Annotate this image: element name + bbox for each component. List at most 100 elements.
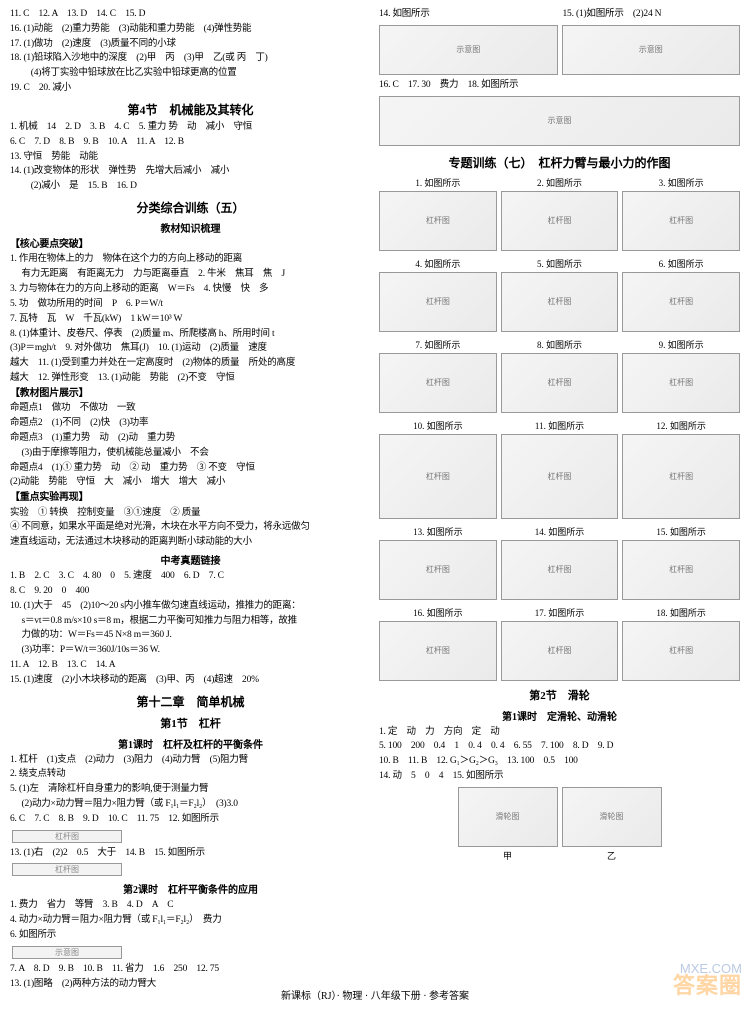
figure-row: 4. 如图所示杠杆图 5. 如图所示杠杆图 6. 如图所示杠杆图 (379, 257, 740, 332)
text-line: 7. A 8. D 9. B 10. B 11. 省力 1.6 250 12. … (10, 963, 371, 976)
text-line: 19. C 20. 减小 (10, 82, 371, 95)
diagram-image: 杠杆图 (12, 863, 122, 876)
text-line: 1. 作用在物体上的力 物体在这个力的方向上移动的距离 (10, 253, 371, 266)
chapter-heading: 专题训练（七） 杠杆力臂与最小力的作图 (379, 154, 740, 171)
figure: 18. 如图所示杠杆图 (622, 606, 740, 681)
page: 11. C 12. A 13. D 14. C 15. D 16. (1)动能 … (0, 0, 750, 970)
diagram-image: 滑轮图 (562, 787, 662, 847)
text-line: 1. 机械 14 2. D 3. B 4. C 5. 重力 势 动 减小 守恒 (10, 121, 371, 134)
diagram-image: 杠杆图 (622, 272, 740, 332)
diagram-image: 杠杆图 (379, 191, 497, 251)
page-footer: 新课标（RJ）· 物理 · 八年级下册 · 参考答案 (0, 987, 750, 1002)
figure-caption: 5. 如图所示 (537, 257, 582, 270)
figure-caption: 1. 如图所示 (415, 176, 460, 189)
text-line: s＝vt＝0.8 m/s×10 s＝8 m，根据二力平衡可知推力与阻力相等，故推 (10, 615, 371, 628)
figure: 7. 如图所示杠杆图 (379, 338, 497, 413)
figure: 5. 如图所示杠杆图 (501, 257, 619, 332)
figure-row: 10. 如图所示杠杆图 11. 如图所示杠杆图 12. 如图所示杠杆图 (379, 419, 740, 519)
diagram-image: 示意图 (12, 946, 122, 959)
sub-heading: 中考真题链接 (10, 552, 371, 567)
figure: 15. 如图所示杠杆图 (622, 525, 740, 600)
diagram-image: 杠杆图 (622, 540, 740, 600)
text-line: 16. C 17. 30 费力 18. 如图所示 (379, 79, 740, 92)
text-line: 10. B 11. B 12. G₁＞G₂＞G₃ 13. 100 0.5 100 (379, 755, 740, 768)
figure-row: 13. 如图所示杠杆图 14. 如图所示杠杆图 15. 如图所示杠杆图 (379, 525, 740, 600)
text-line: 有力无距离 有距离无力 力与距离垂直 2. 牛米 焦耳 焦 J (10, 268, 371, 281)
text-line: 越大 11. (1)受到重力并处在一定高度时 (2)物体的质量 所处的高度 (10, 357, 371, 370)
figure-row: 滑轮图甲 滑轮图乙 (379, 787, 740, 862)
figure: 14. 如图所示杠杆图 (501, 525, 619, 600)
text-line: 13. 守恒 势能 动能 (10, 151, 371, 164)
text-line: 11. A 12. B 13. C 14. A (10, 659, 371, 672)
diagram-image: 杠杆图 (622, 191, 740, 251)
diagram-image: 杠杆图 (379, 434, 497, 519)
chapter-heading: 分类综合训练（五） (10, 199, 371, 216)
text-line: 力做的功：W＝Fs＝45 N×8 m＝360 J. (10, 629, 371, 642)
figure-caption: 14. 如图所示 (535, 525, 585, 538)
text-line: 越大 12. 弹性形变 13. (1)动能 势能 (2)不变 守恒 (10, 372, 371, 385)
figure: 12. 如图所示杠杆图 (622, 419, 740, 519)
left-column: 11. C 12. A 13. D 14. C 15. D 16. (1)动能 … (10, 8, 371, 940)
figure-caption: 18. 如图所示 (656, 606, 706, 619)
text-line: (3)功率：P＝W/t＝360J/10s＝36 W. (10, 644, 371, 657)
diagram-image: 杠杆图 (501, 540, 619, 600)
diagram-image: 示意图 (379, 25, 558, 75)
figure: 9. 如图所示杠杆图 (622, 338, 740, 413)
text-line: 速直线运动，无法通过木块移动的距离判断小球动能的大小 (10, 536, 371, 549)
figure: 示意图 (562, 25, 741, 75)
text-line: 16. (1)动能 (2)重力势能 (3)动能和重力势能 (4)弹性势能 (10, 23, 371, 36)
figure: 滑轮图甲 (458, 787, 558, 862)
text-line: 17. (1)做功 (2)速度 (3)质量不同的小球 (10, 38, 371, 51)
text-line: 6. C 7. D 8. B 9. B 10. A 11. A 12. B (10, 136, 371, 149)
figure: 1. 如图所示杠杆图 (379, 176, 497, 251)
label: 【教材图片展示】 (10, 387, 371, 401)
text-line: 1. 杠杆 (1)支点 (2)动力 (3)阻力 (4)动力臂 (5)阻力臂 (10, 754, 371, 767)
watermark-logo: 答案圈 (673, 968, 742, 1000)
figure-caption: 11. 如图所示 (535, 419, 584, 432)
text-line: 13. (1)右 (2)2 0.5 大于 14. B 15. 如图所示 (10, 847, 371, 860)
right-column: 14. 如图所示 15. (1)如图所示 (2)24 N 示意图 示意图 16.… (379, 8, 740, 940)
text-line: 命题点3 (1)重力势 动 (2)动 重力势 (10, 432, 371, 445)
diagram-image: 杠杆图 (501, 434, 619, 519)
text-line: 5. 100 200 0.4 1 0. 4 0. 4 6. 55 7. 100 … (379, 740, 740, 753)
figure-caption: 13. 如图所示 (413, 525, 463, 538)
text-line: 实验 ① 转换 控制变量 ③①速度 ② 质量 (10, 507, 371, 520)
figure-row: 7. 如图所示杠杆图 8. 如图所示杠杆图 9. 如图所示杠杆图 (379, 338, 740, 413)
figure-caption: 甲 (503, 849, 512, 862)
sub-heading: 第1课时 杠杆及杠杆的平衡条件 (10, 736, 371, 751)
diagram-image: 杠杆图 (379, 353, 497, 413)
diagram-image: 杠杆图 (501, 621, 619, 681)
text-line: 14. (1)改变物体的形状 弹性势 先增大后减小 减小 (10, 165, 371, 178)
figure-row: 示意图 示意图 (379, 25, 740, 75)
label: 【重点实验再现】 (10, 491, 371, 505)
text-line: 11. C 12. A 13. D 14. C 15. D (10, 8, 371, 21)
text-line: 6. 如图所示 (10, 929, 371, 942)
diagram-image: 杠杆图 (501, 353, 619, 413)
text-line: (3)由于摩擦等阻力，使机械能总量减小 不会 (10, 447, 371, 460)
figure: 示意图 (379, 25, 558, 75)
text-line: 5. (1)左 清除杠杆自身重力的影响,便于测量力臂 (10, 783, 371, 796)
figure-caption: 3. 如图所示 (659, 176, 704, 189)
text-line: 15. (1)速度 (2)小木块移动的距离 (3)甲、丙 (4)超速 20% (10, 674, 371, 687)
figure-caption: 2. 如图所示 (537, 176, 582, 189)
text-line: 1. B 2. C 3. C 4. 80 0 5. 速度 400 6. D 7.… (10, 570, 371, 583)
text-line: (4)将丁实验中铅球放在比乙实验中铅球更高的位置 (10, 67, 371, 80)
text-line: 15. (1)如图所示 (2)24 N (563, 8, 741, 21)
figure: 6. 如图所示杠杆图 (622, 257, 740, 332)
text-line: 命题点2 (1)不同 (2)快 (3)功率 (10, 417, 371, 430)
text-line: 2. 绕支点转动 (10, 768, 371, 781)
figure: 3. 如图所示杠杆图 (622, 176, 740, 251)
diagram-image: 杠杆图 (12, 830, 122, 843)
figure-caption: 16. 如图所示 (413, 606, 463, 619)
text-line: (2)减小 是 15. B 16. D (10, 180, 371, 193)
figure-caption: 9. 如图所示 (659, 338, 704, 351)
diagram-image: 杠杆图 (622, 621, 740, 681)
text-line: (2)动能 势能 守恒 大 减小 增大 增大 减小 (10, 476, 371, 489)
text-line: 18. (1)铅球陷入沙地中的深度 (2)甲 丙 (3)甲 乙(或 丙 丁) (10, 52, 371, 65)
chapter-heading: 第4节 机械能及其转化 (10, 101, 371, 118)
figure: 17. 如图所示杠杆图 (501, 606, 619, 681)
text-line: 命题点1 做功 不做功 一致 (10, 402, 371, 415)
sub-heading: 第1课时 定滑轮、动滑轮 (379, 708, 740, 723)
text-line: 命题点4 (1)① 重力势 动 ② 动 重力势 ③ 不变 守恒 (10, 462, 371, 475)
figure: 滑轮图乙 (562, 787, 662, 862)
